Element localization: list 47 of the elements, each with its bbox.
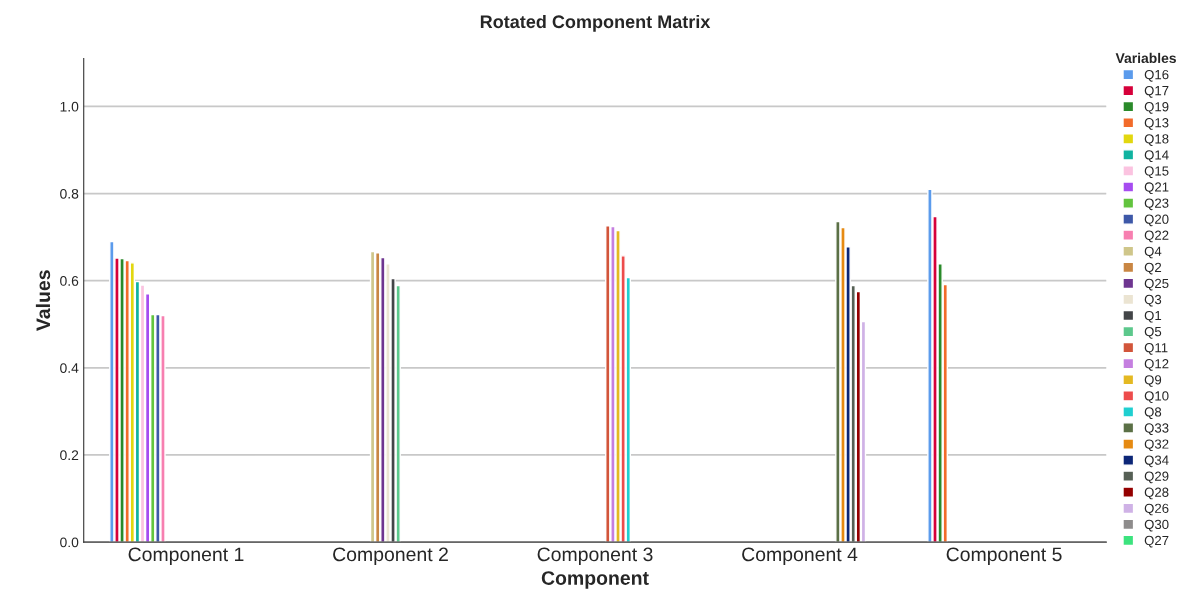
legend-title: Variables bbox=[1115, 52, 1176, 64]
legend-label: Q22 bbox=[1144, 230, 1169, 243]
x-axis-title: Component bbox=[541, 571, 649, 589]
y-tick-label: 0.2 bbox=[60, 450, 79, 461]
legend-label: Q10 bbox=[1144, 391, 1169, 403]
legend-label: Q25 bbox=[1144, 278, 1169, 291]
legend-label: Q29 bbox=[1144, 471, 1169, 484]
legend-label: Q16 bbox=[1144, 69, 1169, 82]
legend-label: Q12 bbox=[1144, 359, 1169, 371]
legend-label: Q5 bbox=[1144, 326, 1162, 339]
legend-label: Q23 bbox=[1144, 198, 1169, 211]
legend-label: Q33 bbox=[1144, 423, 1169, 436]
chart-title: Rotated Component Matrix bbox=[480, 14, 711, 32]
bar bbox=[139, 284, 146, 543]
legend-label: Q14 bbox=[1144, 150, 1169, 162]
x-tick-label: Component 1 bbox=[128, 547, 244, 566]
legend-label: Q13 bbox=[1144, 118, 1169, 130]
y-tick-label: 0.0 bbox=[60, 537, 79, 548]
legend-label: Q32 bbox=[1144, 439, 1169, 452]
legend-label: Q21 bbox=[1144, 182, 1169, 195]
legend-label: Q26 bbox=[1144, 503, 1169, 516]
legend-label: Q34 bbox=[1144, 455, 1169, 468]
legend-label: Q2 bbox=[1144, 262, 1162, 275]
x-tick-label: Component 3 bbox=[537, 547, 653, 566]
x-tick-label: Component 4 bbox=[742, 547, 858, 566]
legend-label: Q18 bbox=[1144, 134, 1169, 146]
legend-label: Q4 bbox=[1144, 246, 1162, 259]
y-tick-label: 0.4 bbox=[60, 363, 79, 373]
legend-label: Q20 bbox=[1144, 214, 1169, 227]
legend-label: Q8 bbox=[1144, 407, 1162, 419]
y-tick-label: 1.0 bbox=[60, 101, 79, 112]
legend-label: Q11 bbox=[1144, 343, 1168, 355]
y-tick-label: 0.8 bbox=[60, 188, 79, 199]
y-tick-label: 0.6 bbox=[60, 276, 79, 286]
legend-label: Q19 bbox=[1144, 102, 1169, 114]
legend-label: Q15 bbox=[1144, 166, 1169, 179]
legend-label: Q30 bbox=[1144, 519, 1169, 532]
x-tick-label: Component 5 bbox=[946, 547, 1062, 566]
x-tick-label: Component 2 bbox=[333, 547, 448, 566]
legend-label: Q3 bbox=[1144, 294, 1162, 307]
y-axis-title: Values bbox=[35, 270, 51, 331]
bar bbox=[369, 250, 376, 543]
legend-label: Q27 bbox=[1144, 535, 1169, 548]
legend-label: Q17 bbox=[1144, 85, 1169, 98]
legend-label: Q28 bbox=[1144, 487, 1169, 500]
legend-label: Q9 bbox=[1144, 375, 1162, 387]
legend-label: Q1 bbox=[1144, 310, 1162, 323]
